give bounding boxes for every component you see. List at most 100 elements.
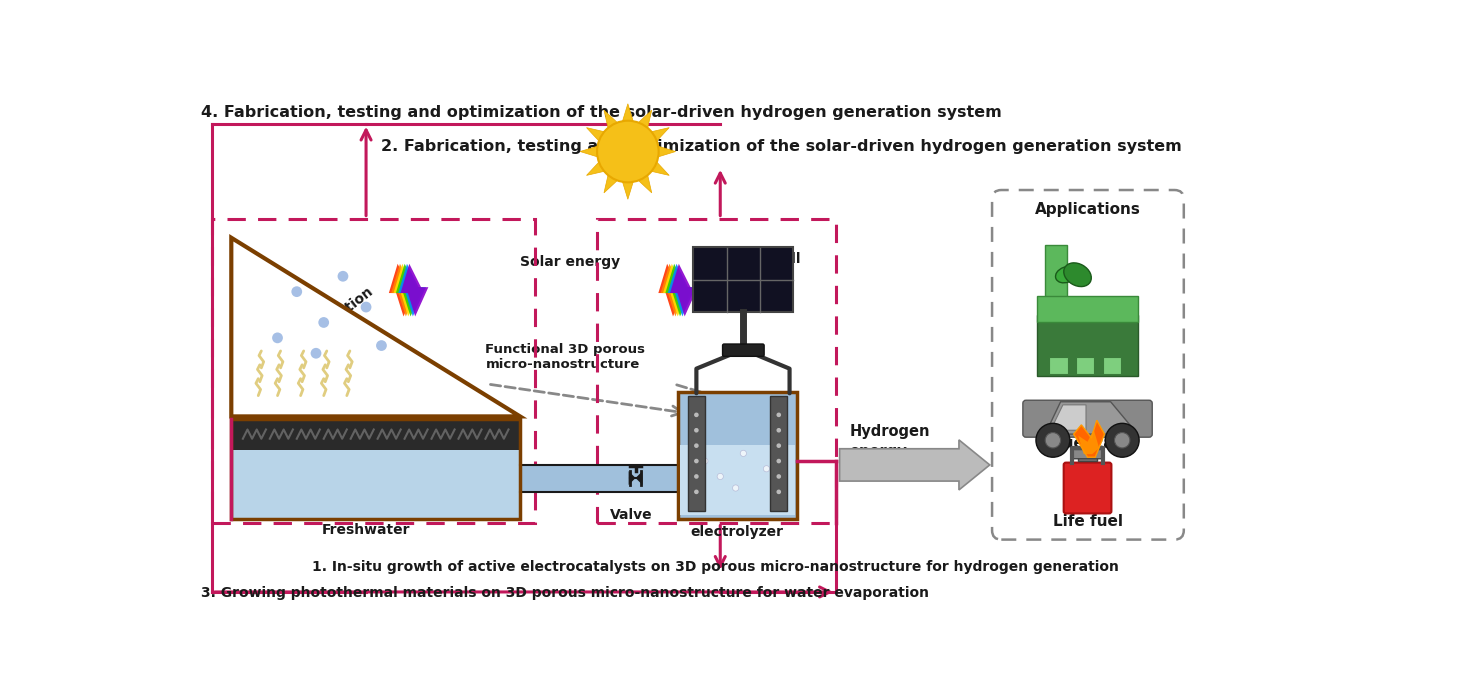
Circle shape: [376, 340, 387, 351]
Polygon shape: [587, 162, 605, 175]
Polygon shape: [605, 175, 618, 193]
Text: Seawater: Seawater: [242, 459, 323, 474]
Polygon shape: [668, 264, 695, 316]
Text: electrolyzer: electrolyzer: [691, 525, 784, 539]
FancyBboxPatch shape: [680, 445, 794, 515]
Text: Life fuel: Life fuel: [1052, 514, 1122, 528]
Circle shape: [702, 458, 708, 464]
Text: Condensation: Condensation: [283, 284, 376, 361]
FancyBboxPatch shape: [694, 247, 793, 313]
FancyBboxPatch shape: [1045, 246, 1067, 322]
Polygon shape: [652, 128, 670, 141]
Circle shape: [694, 413, 698, 417]
Text: H₂: H₂: [771, 507, 787, 521]
Text: 2. Fabrication, testing and optimization of the solar-driven hydrogen generation: 2. Fabrication, testing and optimization…: [381, 139, 1183, 154]
Circle shape: [777, 443, 781, 448]
Polygon shape: [400, 264, 428, 316]
Circle shape: [777, 474, 781, 479]
Text: Evaporation: Evaporation: [242, 385, 336, 399]
Circle shape: [763, 466, 769, 472]
Polygon shape: [587, 128, 605, 141]
Polygon shape: [658, 264, 686, 316]
Circle shape: [777, 489, 781, 494]
Polygon shape: [579, 146, 597, 157]
Text: Freshwater: Freshwater: [322, 524, 411, 537]
Text: Fuel car: Fuel car: [1054, 436, 1122, 451]
Circle shape: [1036, 423, 1070, 457]
Polygon shape: [665, 264, 694, 316]
Circle shape: [311, 348, 322, 359]
Circle shape: [771, 481, 777, 487]
FancyBboxPatch shape: [231, 419, 520, 519]
Polygon shape: [388, 264, 416, 316]
Ellipse shape: [1064, 263, 1091, 287]
Polygon shape: [661, 264, 689, 316]
Polygon shape: [652, 162, 670, 175]
Circle shape: [694, 428, 698, 433]
Text: O₂: O₂: [686, 507, 704, 521]
Circle shape: [273, 332, 283, 343]
Circle shape: [1114, 433, 1129, 448]
FancyBboxPatch shape: [231, 419, 520, 450]
Circle shape: [694, 443, 698, 448]
FancyBboxPatch shape: [1071, 450, 1103, 459]
Polygon shape: [1045, 402, 1138, 434]
FancyBboxPatch shape: [1076, 357, 1095, 374]
FancyArrow shape: [840, 440, 990, 490]
Circle shape: [1106, 423, 1140, 457]
Circle shape: [360, 302, 372, 313]
FancyBboxPatch shape: [677, 392, 797, 519]
Text: Chemicals: Chemicals: [1045, 361, 1131, 376]
Polygon shape: [636, 471, 643, 485]
Circle shape: [292, 286, 302, 297]
Circle shape: [732, 485, 738, 491]
FancyBboxPatch shape: [1064, 463, 1112, 514]
Circle shape: [319, 317, 329, 328]
FancyBboxPatch shape: [1037, 295, 1138, 322]
FancyBboxPatch shape: [1023, 400, 1152, 437]
Text: 1. In-situ growth of active electrocatalysts on 3D porous micro-nanostructure fo: 1. In-situ growth of active electrocatal…: [313, 560, 1119, 574]
Polygon shape: [628, 471, 636, 485]
FancyBboxPatch shape: [520, 465, 682, 492]
Circle shape: [694, 459, 698, 463]
FancyBboxPatch shape: [1103, 357, 1122, 374]
Polygon shape: [1051, 405, 1086, 430]
Text: Applications: Applications: [1034, 202, 1141, 217]
FancyBboxPatch shape: [723, 344, 765, 357]
FancyBboxPatch shape: [1037, 315, 1138, 376]
Circle shape: [717, 473, 723, 480]
Circle shape: [597, 121, 658, 182]
Polygon shape: [670, 264, 698, 316]
Circle shape: [777, 413, 781, 417]
Polygon shape: [639, 110, 652, 128]
Text: Valve: Valve: [611, 508, 654, 522]
Polygon shape: [622, 182, 633, 199]
Text: Hydrogen
energy: Hydrogen energy: [849, 424, 931, 459]
Circle shape: [338, 271, 348, 282]
Text: 4. Fabrication, testing and optimization of the solar-driven hydrogen generation: 4. Fabrication, testing and optimization…: [200, 105, 1002, 120]
Ellipse shape: [1055, 267, 1076, 283]
Circle shape: [777, 459, 781, 463]
Polygon shape: [391, 264, 419, 316]
Polygon shape: [1079, 429, 1100, 454]
FancyBboxPatch shape: [688, 396, 705, 511]
Circle shape: [1045, 433, 1061, 448]
Polygon shape: [399, 264, 425, 316]
Circle shape: [777, 428, 781, 433]
Circle shape: [694, 474, 698, 479]
Polygon shape: [231, 238, 520, 417]
Polygon shape: [622, 104, 633, 121]
Polygon shape: [396, 264, 424, 316]
FancyBboxPatch shape: [1049, 357, 1067, 374]
Polygon shape: [394, 264, 421, 316]
Text: 3. Growing photothermal materials on 3D porous micro-nanostructure for water eva: 3. Growing photothermal materials on 3D …: [200, 586, 929, 600]
FancyBboxPatch shape: [1079, 447, 1097, 461]
Text: Functional 3D porous
micro-nanostructure: Functional 3D porous micro-nanostructure: [486, 343, 645, 371]
Polygon shape: [1073, 420, 1104, 457]
Text: Solar energy: Solar energy: [520, 255, 619, 269]
Text: Solar cell: Solar cell: [728, 252, 800, 267]
Polygon shape: [639, 175, 652, 193]
Polygon shape: [605, 110, 618, 128]
FancyBboxPatch shape: [771, 396, 787, 511]
Circle shape: [741, 450, 747, 456]
